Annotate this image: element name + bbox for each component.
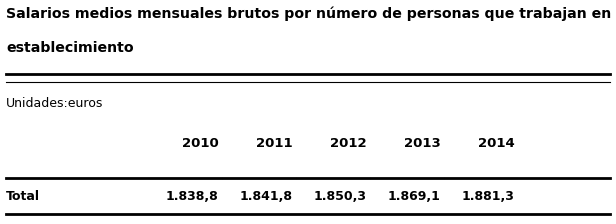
Text: 2014: 2014 bbox=[477, 137, 514, 150]
Text: 1.850,3: 1.850,3 bbox=[314, 190, 367, 203]
Text: 1.881,3: 1.881,3 bbox=[461, 190, 514, 203]
Text: 2010: 2010 bbox=[182, 137, 219, 150]
Text: 1.838,8: 1.838,8 bbox=[166, 190, 219, 203]
Text: Salarios medios mensuales brutos por número de personas que trabajan en el: Salarios medios mensuales brutos por núm… bbox=[6, 7, 616, 21]
Text: 2011: 2011 bbox=[256, 137, 293, 150]
Text: 2012: 2012 bbox=[330, 137, 367, 150]
Text: 1.869,1: 1.869,1 bbox=[387, 190, 440, 203]
Text: 2013: 2013 bbox=[403, 137, 440, 150]
Text: Unidades:euros: Unidades:euros bbox=[6, 97, 103, 110]
Text: Total: Total bbox=[6, 190, 40, 203]
Text: 1.841,8: 1.841,8 bbox=[240, 190, 293, 203]
Text: establecimiento: establecimiento bbox=[6, 41, 134, 56]
